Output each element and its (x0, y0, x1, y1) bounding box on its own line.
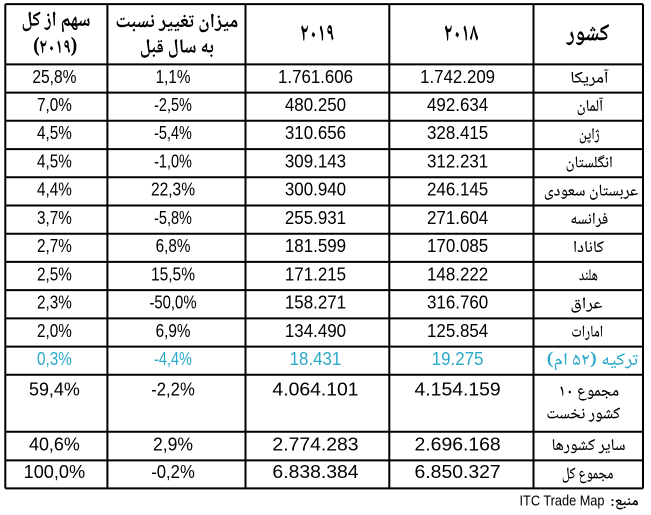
svg-text:6,9%: 6,9% (156, 321, 191, 341)
svg-text:309.143: 309.143 (285, 152, 346, 172)
svg-text:2.696.168: 2.696.168 (415, 435, 501, 455)
svg-text:312.231: 312.231 (427, 152, 488, 172)
svg-text:3,7%: 3,7% (37, 208, 72, 228)
svg-text:7,0%: 7,0% (37, 95, 72, 115)
svg-text:2,9%: 2,9% (153, 435, 193, 455)
svg-text:15,5%: 15,5% (151, 264, 195, 284)
svg-text:4,4%: 4,4% (37, 180, 72, 200)
svg-text:59,4%: 59,4% (29, 380, 80, 400)
svg-text:6.838.384: 6.838.384 (272, 462, 358, 482)
svg-text:2,3%: 2,3% (37, 293, 72, 313)
svg-text:1.742.209: 1.742.209 (420, 67, 495, 87)
svg-text:4.154.159: 4.154.159 (415, 380, 501, 400)
svg-text:40,6%: 40,6% (29, 435, 80, 455)
svg-text:1,1%: 1,1% (156, 67, 191, 87)
svg-text:171.215: 171.215 (285, 264, 346, 284)
svg-text:310.656: 310.656 (285, 123, 346, 143)
svg-text:-5,8%: -5,8% (154, 208, 192, 228)
svg-text:271.604: 271.604 (427, 208, 488, 228)
svg-text:0,3%: 0,3% (37, 349, 72, 369)
svg-text:170.085: 170.085 (427, 236, 488, 256)
svg-text:181.599: 181.599 (285, 236, 346, 256)
svg-text:246.145: 246.145 (427, 180, 488, 200)
svg-text:255.931: 255.931 (285, 208, 346, 228)
svg-text:18.431: 18.431 (290, 349, 342, 369)
svg-text:6,8%: 6,8% (156, 236, 191, 256)
svg-text:158.271: 158.271 (285, 293, 346, 313)
svg-text:300.940: 300.940 (285, 180, 346, 200)
svg-text:-1,0%: -1,0% (154, 152, 192, 172)
svg-text:4.064.101: 4.064.101 (272, 380, 358, 400)
svg-text:-50,0%: -50,0% (149, 293, 196, 313)
svg-text:-4,4%: -4,4% (154, 349, 192, 369)
svg-text:2,0%: 2,0% (37, 321, 72, 341)
svg-text:1.761.606: 1.761.606 (278, 67, 353, 87)
svg-text:-2,5%: -2,5% (154, 95, 192, 115)
svg-text:ITC Trade Map: ITC Trade Map (520, 494, 605, 510)
svg-text:316.760: 316.760 (427, 293, 488, 313)
svg-text:25,8%: 25,8% (32, 67, 76, 87)
svg-text:22,3%: 22,3% (151, 180, 195, 200)
svg-text:2.774.283: 2.774.283 (272, 435, 358, 455)
svg-text:-0,2%: -0,2% (151, 462, 195, 482)
svg-text:-5,4%: -5,4% (154, 123, 192, 143)
svg-text:4,5%: 4,5% (37, 152, 72, 172)
svg-text:134.490: 134.490 (285, 321, 346, 341)
svg-text:6.850.327: 6.850.327 (415, 462, 501, 482)
svg-text:492.634: 492.634 (427, 95, 488, 115)
svg-text:-2,2%: -2,2% (151, 380, 195, 400)
svg-text:148.222: 148.222 (427, 264, 488, 284)
svg-text:4,5%: 4,5% (37, 123, 72, 143)
svg-text:328.415: 328.415 (427, 123, 488, 143)
svg-text:19.275: 19.275 (432, 349, 484, 369)
svg-text:100,0%: 100,0% (24, 462, 86, 482)
svg-text:480.250: 480.250 (285, 95, 346, 115)
svg-text:2,5%: 2,5% (37, 264, 72, 284)
svg-text:125.854: 125.854 (427, 321, 488, 341)
svg-text:2,7%: 2,7% (37, 236, 72, 256)
